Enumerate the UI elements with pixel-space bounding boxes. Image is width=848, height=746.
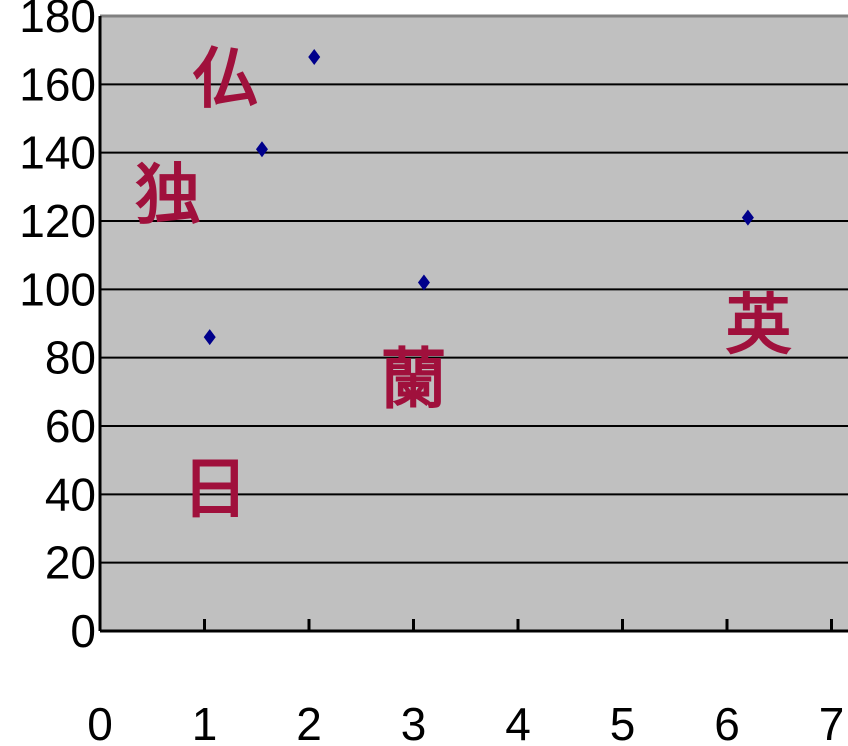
data-point-0-4 — [741, 209, 754, 226]
annotation-label-2: 英 — [725, 287, 792, 364]
x-tick-label-5: 5 — [610, 698, 636, 746]
x-tick-label-3: 3 — [401, 698, 427, 746]
y-tick-label-60: 60 — [45, 400, 96, 452]
annotation-label-3: 蘭 — [381, 341, 447, 418]
x-tick-label-6: 6 — [714, 698, 740, 746]
plot-area — [100, 16, 848, 631]
y-tick-label-140: 140 — [19, 127, 96, 179]
x-tick-label-7: 7 — [819, 698, 845, 746]
x-tick-label-0: 0 — [87, 698, 113, 746]
data-point-0-2 — [308, 49, 321, 65]
y-tick-label-20: 20 — [45, 537, 96, 589]
y-tick-label-40: 40 — [45, 468, 96, 520]
x-tick-label-1: 1 — [192, 698, 218, 746]
annotation-label-1: 独 — [135, 157, 201, 234]
y-tick-label-120: 120 — [19, 195, 96, 247]
y-tick-label-180: 180 — [19, 0, 96, 42]
data-point-0-1 — [255, 141, 268, 158]
x-tick-label-2: 2 — [296, 698, 322, 746]
y-tick-label-160: 160 — [19, 58, 96, 110]
y-tick-label-100: 100 — [19, 263, 96, 315]
x-tick-label-4: 4 — [505, 698, 531, 746]
data-point-0-3 — [417, 274, 430, 291]
y-tick-label-80: 80 — [45, 332, 96, 384]
annotation-label-0: 仏 — [192, 41, 258, 118]
data-point-0-0 — [203, 329, 216, 346]
annotation-label-4: 日 — [182, 451, 248, 528]
y-tick-label-0: 0 — [70, 605, 96, 657]
